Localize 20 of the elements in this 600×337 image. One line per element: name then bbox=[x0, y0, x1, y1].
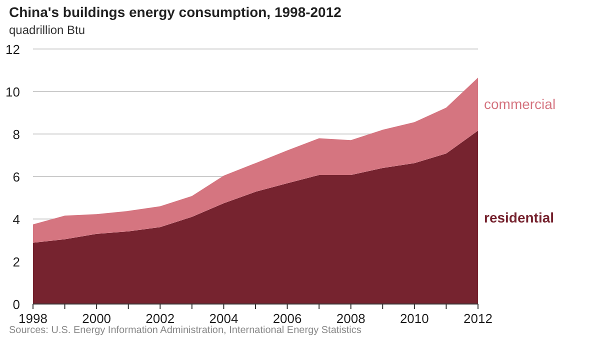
x-tick-label: 2004 bbox=[209, 311, 238, 326]
y-tick-label: 0 bbox=[12, 297, 20, 312]
series-label: commercial bbox=[484, 96, 556, 112]
chart-subtitle: quadrillion Btu bbox=[9, 23, 86, 37]
y-tick-label: 12 bbox=[6, 42, 20, 57]
x-tick-label: 2010 bbox=[400, 311, 429, 326]
y-tick-label: 6 bbox=[12, 170, 20, 184]
x-tick-label: 2008 bbox=[336, 311, 366, 326]
chart-title: China's buildings energy consumption, 1998-2012 bbox=[9, 4, 342, 20]
y-tick-label: 10 bbox=[6, 84, 20, 100]
y-tick-label: 2 bbox=[12, 254, 20, 270]
series-label: residential bbox=[484, 209, 554, 226]
source-note: Sources: U.S. Energy Information Administration, International Energy Statistics bbox=[9, 325, 362, 336]
y-tick-label: 4 bbox=[12, 212, 20, 227]
y-tick-label: 8 bbox=[12, 127, 20, 142]
x-tick-label: 2006 bbox=[272, 311, 302, 326]
x-tick-label: 2012 bbox=[464, 311, 492, 326]
x-tick-label: 2002 bbox=[146, 311, 175, 326]
x-tick-label: 1998 bbox=[18, 311, 48, 326]
x-tick-label: 2000 bbox=[82, 311, 112, 326]
